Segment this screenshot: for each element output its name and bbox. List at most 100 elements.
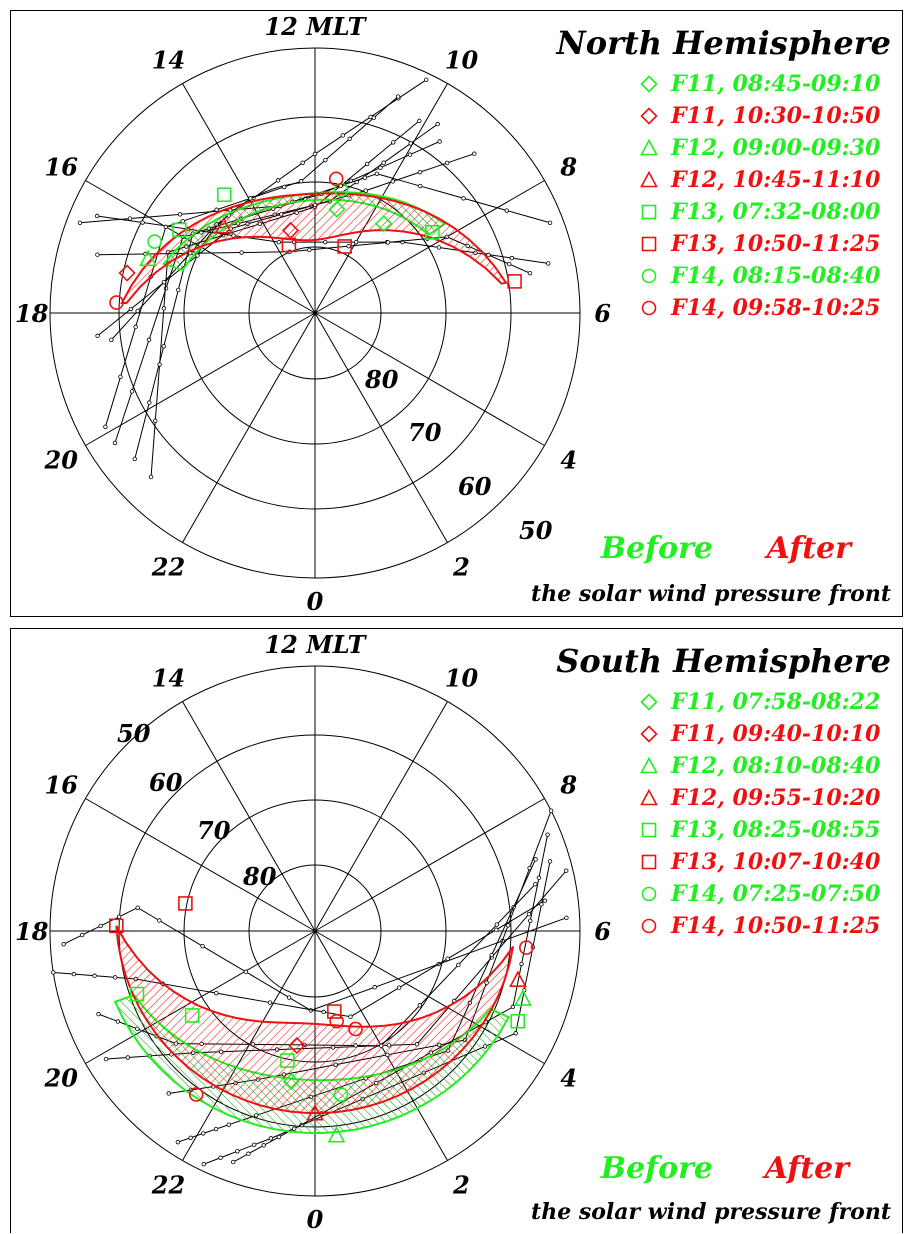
north-before-label: Before — [600, 531, 713, 566]
triangle-icon — [640, 170, 658, 188]
track-sample-dot — [564, 868, 569, 873]
track-sample-dot — [371, 115, 377, 120]
before-circle-point — [333, 1087, 349, 1102]
track-sample-dot — [127, 216, 133, 221]
track-sample-dot — [201, 1162, 206, 1167]
track-sample-dot — [112, 440, 118, 446]
south-hemisphere-panel: 12 MLT 14 16 18 20 22 0 2 4 6 8 10 50 60 70 80 F11, 07:… — [10, 628, 903, 1234]
track-sample-dot — [267, 1000, 273, 1005]
after-square-point — [281, 237, 297, 253]
track-sample-dot — [128, 306, 134, 312]
legend-entry: F13, 10:07-10:40 — [670, 849, 881, 875]
track-sample-dot — [424, 77, 429, 82]
track-sample-dot — [417, 169, 423, 175]
south-before-label: Before — [600, 1151, 713, 1186]
mlt-label-22: 22 — [151, 1171, 185, 1200]
before-diamond-point — [328, 200, 346, 218]
north-after-label: After — [764, 531, 854, 566]
track-sample-dot — [176, 287, 181, 293]
mlt-label-10: 10 — [445, 45, 479, 74]
track-sample-dot — [548, 808, 554, 813]
track-sample-dot — [243, 969, 249, 975]
track-sample-dot — [175, 1139, 181, 1145]
track-sample-dot — [353, 239, 359, 245]
after-boundary-region — [115, 925, 515, 1115]
after-square-point — [337, 239, 352, 254]
track-sample-dot — [494, 927, 499, 932]
legend-entry: F12, 09:00-09:30 — [670, 135, 881, 161]
track-sample-dot — [195, 253, 200, 258]
after-triangle-point — [306, 1103, 324, 1121]
track-sample-dot — [340, 133, 346, 138]
mlt-spoke-20 — [85, 930, 316, 1064]
track-sample-dot — [112, 975, 118, 980]
legend-entry: F11, 08:45-09:10 — [670, 71, 881, 97]
legend-entry: F11, 10:30-10:50 — [670, 103, 881, 129]
track-sample-dot — [542, 898, 548, 903]
legend-entry: F11, 09:40-10:10 — [670, 721, 881, 747]
track-sample-dot — [213, 1126, 219, 1132]
mlt-label-2: 2 — [452, 1171, 470, 1200]
after-diamond-point — [118, 264, 136, 282]
legend-entry: F11, 07:58-08:22 — [670, 689, 880, 715]
track-sample-dot — [545, 832, 550, 837]
track-sample-dot — [528, 918, 533, 924]
before-triangle-point — [514, 989, 532, 1006]
mlt-label-8: 8 — [559, 153, 577, 182]
legend-entry: F14, 07:25-07:50 — [670, 881, 881, 907]
track-sample-dot — [166, 1091, 171, 1096]
track-sample-dot — [188, 1135, 193, 1140]
track-sample-dot — [519, 961, 524, 967]
mlt-label-16: 16 — [45, 771, 79, 800]
mlt-spoke-16 — [85, 798, 316, 932]
track-sample-dot — [180, 218, 185, 224]
after-square-point — [507, 274, 522, 289]
track-sample-dot — [444, 160, 450, 166]
track-sample-dot — [321, 1009, 326, 1015]
mlt-spoke-20 — [85, 312, 316, 446]
latitude-label-60: 60 — [149, 768, 183, 797]
track-sample-dot — [472, 151, 477, 156]
mlt-spoke-4 — [314, 312, 545, 446]
triangle-icon — [640, 788, 658, 806]
after-circle-point — [519, 940, 534, 955]
latitude-label-50: 50 — [519, 516, 553, 545]
track-sample-dot — [135, 308, 140, 314]
before-square-point — [280, 1053, 295, 1068]
north-caption: the solar wind pressure front — [531, 581, 891, 607]
after-circle-point — [109, 295, 124, 310]
mlt-label-14: 14 — [152, 663, 185, 692]
before-triangle-point — [139, 249, 157, 267]
mlt-label-14: 14 — [152, 45, 185, 74]
diamond-icon — [640, 693, 658, 711]
latitude-label-80: 80 — [242, 862, 277, 891]
after-square-point — [109, 918, 124, 934]
track-sample-dot — [346, 243, 351, 249]
track-sample-dot — [564, 915, 569, 921]
track-sample-dot — [533, 857, 538, 862]
mlt-spoke-2 — [314, 312, 448, 543]
track-sample-dot — [445, 956, 450, 961]
track-sample-dot — [103, 424, 108, 430]
track-sample-dot — [456, 962, 461, 968]
track-sample-dot — [79, 932, 85, 938]
track-sample-dot — [146, 337, 152, 343]
track-sample-dot — [509, 255, 515, 261]
mlt-label-20: 20 — [44, 446, 79, 475]
latitude-label-60: 60 — [458, 472, 492, 501]
before-square-point — [172, 222, 187, 238]
before-square-point — [129, 986, 145, 1002]
track-sample-dot — [385, 240, 391, 245]
track-sample-dot — [395, 94, 401, 99]
track-sample-dot — [251, 1142, 257, 1148]
track-sample-dot — [323, 239, 328, 245]
track-sample-dot — [510, 1004, 516, 1010]
track-sample-dot — [132, 456, 137, 462]
triangle-icon — [640, 138, 658, 156]
track-sample-dot — [286, 995, 292, 1000]
track-sample-dot — [226, 1122, 231, 1127]
mlt-spoke-8 — [314, 798, 545, 932]
north-title: North Hemisphere — [556, 24, 891, 62]
track-sample-dot — [140, 220, 145, 225]
mlt-label-6: 6 — [594, 299, 611, 328]
